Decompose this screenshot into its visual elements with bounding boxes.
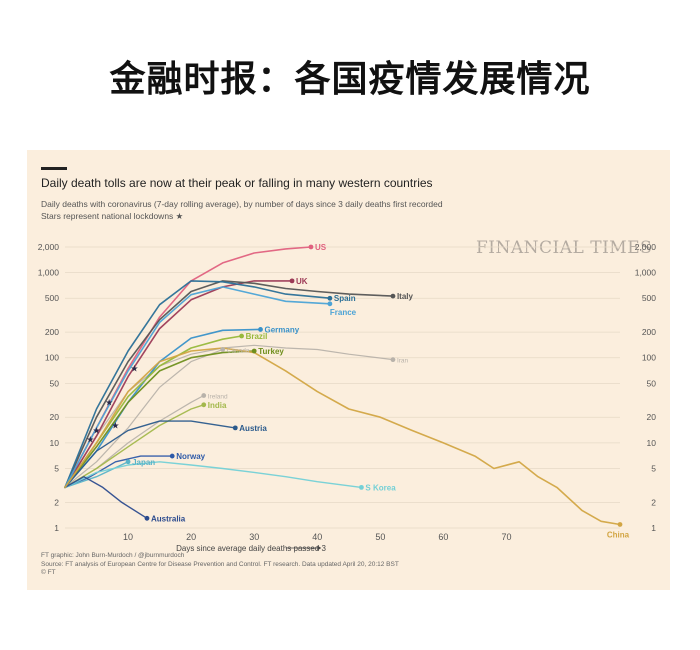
x-tick-label: 10 xyxy=(123,532,133,542)
source-line: Source: FT analysis of European Centre f… xyxy=(41,560,399,568)
end-point-s-korea xyxy=(359,484,364,490)
series-line-canada xyxy=(64,348,224,488)
chart-subtitle: Daily deaths with coronavirus (7-day rol… xyxy=(41,198,443,222)
series-line-australia xyxy=(64,476,148,519)
end-point-italy xyxy=(390,293,396,299)
y-tick-label-right: 2 xyxy=(651,497,656,507)
end-point-iran xyxy=(390,357,396,363)
y-tick-label: 2 xyxy=(54,497,59,507)
y-tick-label: 20 xyxy=(50,412,60,422)
end-point-turkey xyxy=(251,348,257,354)
end-point-china xyxy=(617,522,623,527)
y-tick-label: 100 xyxy=(45,353,59,363)
end-point-norway xyxy=(169,453,175,459)
page-title: 金融时报：各国疫情发展情况 xyxy=(109,59,591,100)
lockdown-star-icon: ★ xyxy=(130,364,138,374)
series-label-uk: UK xyxy=(296,277,308,286)
series-label-india: India xyxy=(208,401,227,410)
end-point-spain xyxy=(327,295,333,301)
subtitle-line: Daily deaths with coronavirus (7-day rol… xyxy=(41,199,443,209)
source-line: FT graphic: John Burn-Murdoch / @jburnmu… xyxy=(41,552,185,559)
y-tick-label-right: 500 xyxy=(642,293,656,303)
y-tick-label-right: 50 xyxy=(647,378,657,388)
y-tick-label: 10 xyxy=(50,438,60,448)
y-tick-label: 50 xyxy=(50,378,60,388)
end-point-australia xyxy=(144,515,150,521)
x-tick-label: 30 xyxy=(249,532,259,542)
y-tick-label: 1 xyxy=(54,523,59,533)
y-tick-label-right: 200 xyxy=(642,327,656,337)
y-tick-label: 200 xyxy=(45,327,59,337)
series-label-us: US xyxy=(315,243,327,252)
star-icon: ★ xyxy=(175,211,184,221)
line-chart: 1 1 2 2 5 5 10 10 20 20 50 50 100 100 200 200 500 500 1,00… xyxy=(38,242,657,553)
series-line-norway xyxy=(64,455,173,489)
series-label-norway: Norway xyxy=(176,452,205,461)
source-line: © FT xyxy=(41,569,56,576)
x-tick-label: 40 xyxy=(312,532,322,542)
series-label-australia: Australia xyxy=(151,514,186,523)
x-axis-label: Days since average daily deaths passed 3 xyxy=(176,544,326,553)
series-label-spain: Spain xyxy=(334,294,356,303)
y-tick-label: 5 xyxy=(54,463,59,473)
y-tick-label-right: 1 xyxy=(651,523,656,533)
x-tick-label: 60 xyxy=(438,532,448,542)
x-tick-label: 50 xyxy=(375,532,385,542)
end-point-uk xyxy=(289,278,295,284)
end-point-canada xyxy=(220,347,226,352)
watermark: FINANCIAL TIMES xyxy=(476,238,653,258)
series-line-france xyxy=(64,286,331,489)
series-line-china xyxy=(64,347,621,526)
series-label-france: France xyxy=(330,308,357,317)
series-line-india xyxy=(64,404,205,489)
end-point-france xyxy=(327,301,333,307)
y-tick-label-right: 20 xyxy=(647,412,657,422)
series-label-italy: Italy xyxy=(397,292,414,301)
y-tick-label-right: 5 xyxy=(651,463,656,473)
series-label-turkey: Turkey xyxy=(258,347,284,356)
series-label-china: China xyxy=(607,530,630,539)
lockdown-star-icon: ★ xyxy=(111,421,119,431)
source-notes: FT graphic: John Burn-Murdoch / @jburnmu… xyxy=(41,552,399,578)
series-line-italy xyxy=(64,280,394,489)
lockdown-note-text: Stars represent national lockdowns xyxy=(41,211,174,221)
series-label-ireland: Ireland xyxy=(208,394,228,401)
series-label-brazil: Brazil xyxy=(246,332,268,341)
end-point-ireland xyxy=(201,393,207,398)
end-point-austria xyxy=(232,425,238,431)
end-point-brazil xyxy=(239,333,244,339)
series-label-austria: Austria xyxy=(239,424,267,433)
lockdown-star-icon: ★ xyxy=(86,435,94,445)
lockdown-star-icon: ★ xyxy=(92,426,100,436)
y-tick-label: 500 xyxy=(45,293,59,303)
series-label-germany: Germany xyxy=(265,325,300,334)
series-line-spain xyxy=(64,280,331,489)
y-tick-label: 2,000 xyxy=(38,242,60,252)
end-point-us xyxy=(308,244,314,250)
series-label-s-korea: S Korea xyxy=(365,483,396,492)
chart-title: Daily death tolls are now at their peak … xyxy=(41,176,433,190)
x-axis-arrowhead xyxy=(317,545,322,551)
x-tick-label: 70 xyxy=(501,532,511,542)
series-line-uk xyxy=(64,280,293,489)
title-rule xyxy=(41,167,67,170)
y-tick-label-right: 1,000 xyxy=(635,268,657,278)
y-tick-label: 1,000 xyxy=(38,268,60,278)
x-tick-label: 20 xyxy=(186,532,196,542)
y-tick-label-right: 10 xyxy=(647,438,657,448)
series-label-japan: Japan xyxy=(132,458,155,467)
series-label-canada: Canada xyxy=(227,347,250,354)
end-point-india xyxy=(201,402,207,408)
series-line-turkey xyxy=(64,350,255,489)
series-label-iran: Iran xyxy=(397,358,409,365)
chart-panel: Daily death tolls are now at their peak … xyxy=(27,150,670,590)
lockdown-note: Stars represent national lockdowns ★ xyxy=(41,210,443,222)
lockdown-star-icon: ★ xyxy=(105,398,113,408)
series-line-s-korea xyxy=(64,461,363,489)
series-line-austria xyxy=(64,420,237,489)
end-point-germany xyxy=(258,327,263,332)
y-tick-label-right: 100 xyxy=(642,353,656,363)
y-tick-label-right: 2,000 xyxy=(635,242,657,252)
end-point-japan xyxy=(125,459,131,465)
